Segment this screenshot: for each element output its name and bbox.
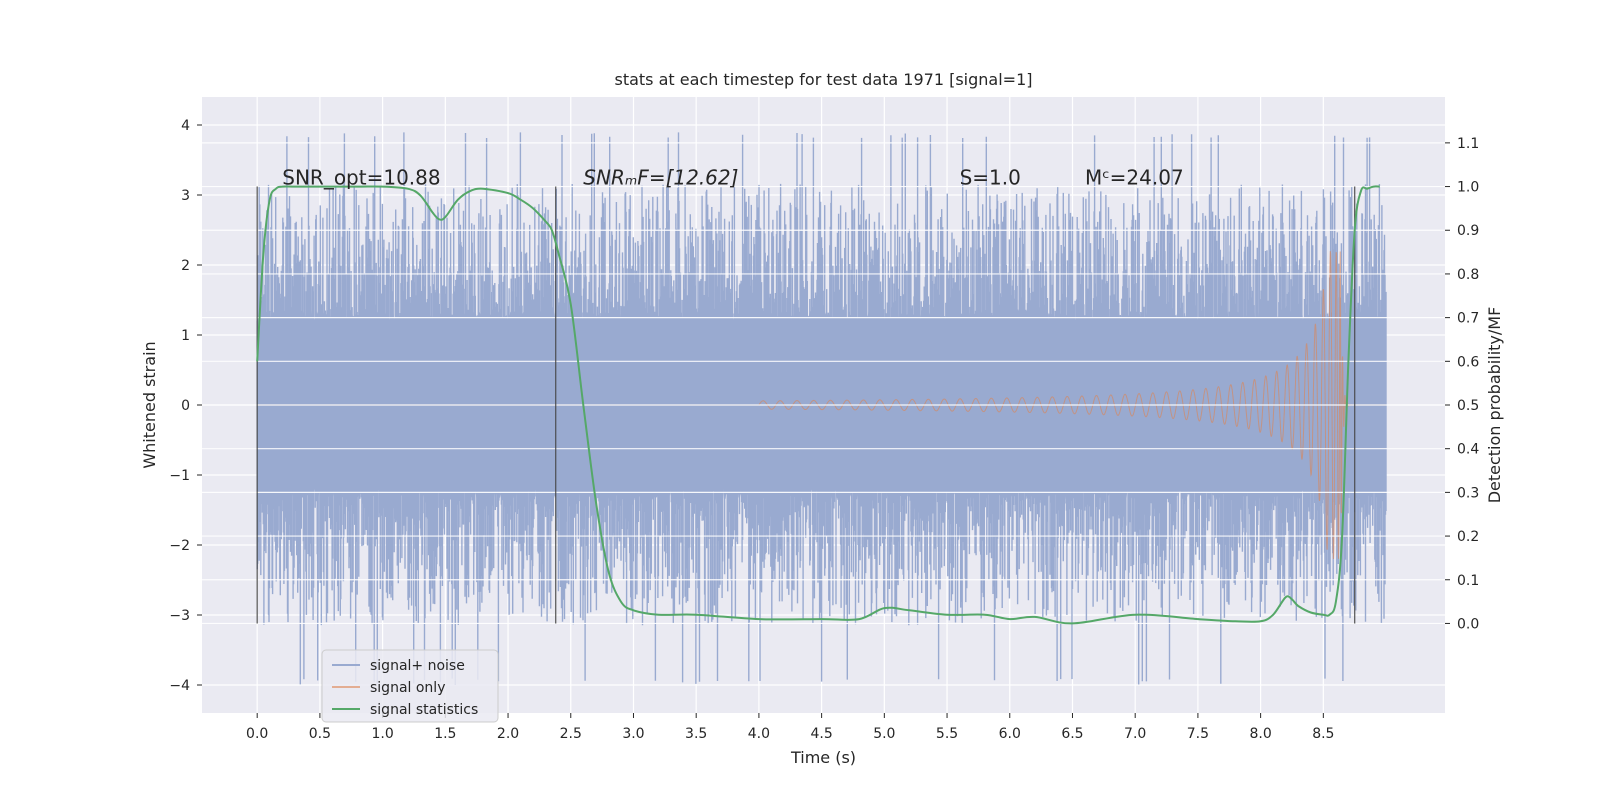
y-tick-label: −3: [169, 608, 190, 624]
y-tick-label: 0: [181, 398, 190, 414]
x-tick-label: 6.0: [999, 726, 1021, 742]
y2-axis-label: Detection probability/MF: [1485, 307, 1504, 504]
signal-only-line: [257, 251, 1386, 560]
x-axis-ticks: 0.0 0.5 1.0 1.5 2.0 2.5 3.0 3.5 4.0 4.5 5.0 5.5 6.0 6…: [246, 713, 1334, 742]
annotation-mc: Mᶜ=24.07: [1085, 166, 1184, 190]
y-axis-ticks: 4 3 2 1 0 −1 −2 −3 −4: [169, 118, 202, 694]
x-tick-label: 0.5: [309, 726, 331, 742]
y-axis-label: Whitened strain: [140, 341, 159, 468]
y-tick-label: 1: [181, 328, 190, 344]
x-tick-label: 4.5: [810, 726, 832, 742]
annotation-snr-opt: SNR_opt=10.88: [282, 166, 440, 190]
y-tick-label: −1: [169, 468, 190, 484]
y2-axis-ticks: 1.1 1.0 0.9 0.8 0.7 0.6 0.5 0.4 0.3 0.2 0.1 0.0: [1445, 136, 1479, 632]
x-tick-label: 3.0: [622, 726, 644, 742]
legend-box: [321, 649, 499, 723]
x-tick-label: 6.5: [1061, 726, 1083, 742]
y2-tick-label: 1.0: [1457, 180, 1479, 196]
annotation-snr-mf: SNRₘF=[12.62]: [583, 166, 738, 190]
grid-overlay: [202, 142, 1445, 625]
y2-tick-label: 0.8: [1457, 267, 1479, 283]
y2-tick-label: 0.0: [1457, 616, 1479, 632]
y-tick-label: 2: [181, 258, 190, 274]
y2-tick-label: 0.1: [1457, 573, 1479, 589]
x-tick-label: 7.5: [1187, 726, 1209, 742]
x-axis-label: Time (s): [790, 748, 856, 767]
y-tick-label: −2: [169, 538, 190, 554]
chart-title: stats at each timestep for test data 197…: [614, 70, 1032, 89]
y-tick-label: −4: [169, 678, 190, 694]
x-tick-label: 8.0: [1249, 726, 1271, 742]
legend-label-signal: signal only: [370, 680, 445, 696]
legend-label-statistics: signal statistics: [370, 702, 478, 718]
y2-tick-label: 0.4: [1457, 442, 1479, 458]
legend: signal+ noise signal only signal statist…: [321, 649, 499, 723]
x-tick-label: 8.5: [1312, 726, 1334, 742]
y2-tick-label: 0.2: [1457, 529, 1479, 545]
x-tick-label: 5.5: [936, 726, 958, 742]
x-tick-label: 3.5: [685, 726, 707, 742]
y2-tick-label: 0.5: [1457, 398, 1479, 414]
x-tick-label: 5.0: [873, 726, 895, 742]
signal-statistics-line: [256, 185, 1380, 625]
x-tick-label: 2.5: [560, 726, 582, 742]
x-tick-label: 2.0: [497, 726, 519, 742]
y2-tick-label: 0.6: [1457, 354, 1479, 370]
y-tick-label: 4: [181, 118, 190, 134]
y2-tick-label: 0.7: [1457, 311, 1479, 327]
x-tick-label: 1.5: [434, 726, 456, 742]
x-tick-label: 1.0: [371, 726, 393, 742]
y2-tick-label: 1.1: [1457, 136, 1479, 152]
signal-only-series: [257, 251, 1386, 560]
x-tick-label: 7.0: [1124, 726, 1146, 742]
y-tick-label: 3: [181, 188, 190, 204]
y2-tick-label: 0.9: [1457, 223, 1479, 239]
y2-tick-label: 0.3: [1457, 485, 1479, 501]
x-tick-label: 0.0: [246, 726, 268, 742]
x-tick-label: 4.0: [748, 726, 770, 742]
annotation-s: S=1.0: [960, 166, 1021, 190]
legend-label-noise: signal+ noise: [370, 658, 465, 674]
marker-lines: [256, 186, 1356, 624]
